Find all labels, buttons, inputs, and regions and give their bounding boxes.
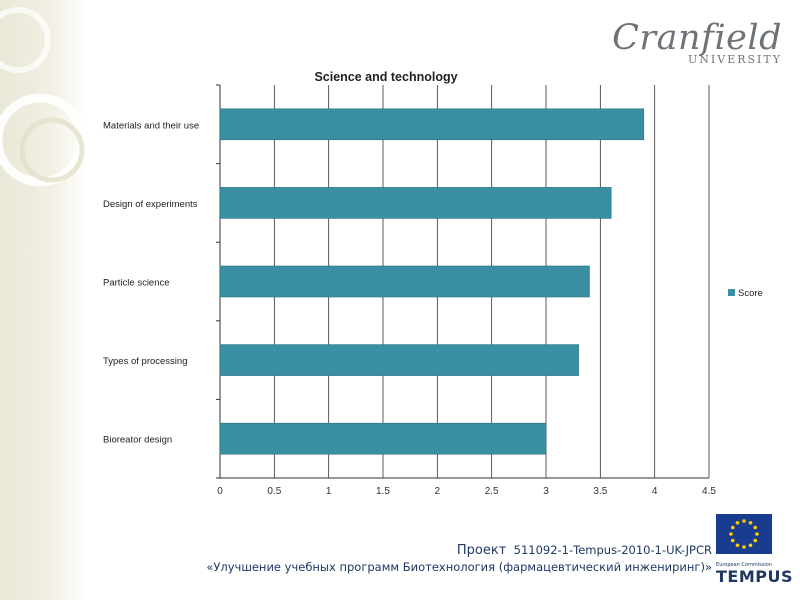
project-code: 511092-1-Tempus-2010-1-UK-JPCR <box>513 543 712 557</box>
tempus-caption: European Commission <box>716 562 772 568</box>
bar <box>219 187 612 219</box>
x-tick-label: 2 <box>435 486 441 497</box>
project-label: Проект <box>456 543 507 558</box>
eu-star-icon <box>748 543 753 548</box>
bar <box>219 422 547 455</box>
chart-title: Science and technology <box>314 70 457 84</box>
x-tick-label: 1 <box>326 486 332 497</box>
category-label: Materials and their use <box>103 120 199 131</box>
tempus-name: TEMPUS <box>716 567 794 586</box>
tempus-logo: European Commission TEMPUS <box>716 514 794 590</box>
legend-label: Score <box>738 288 763 299</box>
eu-star-icon <box>755 532 759 536</box>
footer-project-line: Проект 511092-1-Tempus-2010-1-UK-JPCR <box>206 542 712 559</box>
cranfield-logo: Cranfield UNIVERSITY <box>612 20 782 66</box>
logo-sub-text: UNIVERSITY <box>688 53 782 66</box>
x-tick-label: 0.5 <box>267 486 281 497</box>
x-tick-label: 4 <box>652 486 658 497</box>
eu-star-icon <box>729 532 733 536</box>
eu-star-icon <box>753 525 758 530</box>
bar <box>219 108 645 141</box>
eu-star-icon <box>730 525 735 530</box>
category-label: Types of processing <box>103 356 188 367</box>
eu-star-icon <box>735 543 740 548</box>
eu-star-icon <box>730 538 735 543</box>
x-tick-label: 3.5 <box>593 486 607 497</box>
footer: Проект 511092-1-Tempus-2010-1-UK-JPCR «У… <box>206 542 712 576</box>
category-label: Design of experiments <box>103 199 198 210</box>
logo-main-text: Cranfield <box>612 18 782 58</box>
bar-chart: Science and technology 0 0.5 1 1.5 2 2.5 3 3.5 4 4… <box>103 70 763 497</box>
x-tick-label: 3 <box>543 486 549 497</box>
eu-star-icon <box>753 538 758 543</box>
x-tick-label: 0 <box>217 486 223 497</box>
eu-star-icon <box>742 545 746 549</box>
eu-star-icon <box>742 519 746 523</box>
bar <box>219 344 579 376</box>
eu-flag-icon <box>716 514 772 554</box>
category-label: Particle science <box>103 278 170 289</box>
category-label: Bioreator design <box>103 435 172 446</box>
x-tick-label: 1.5 <box>376 486 390 497</box>
x-tick-label: 4.5 <box>702 486 716 497</box>
bar <box>219 265 590 298</box>
eu-star-icon <box>735 520 740 525</box>
project-subtitle: «Улучшение учебных программ Биотехнологи… <box>206 560 712 574</box>
x-tick-label: 2.5 <box>485 486 499 497</box>
legend-swatch <box>728 289 735 296</box>
eu-star-icon <box>748 520 753 525</box>
decorative-rings <box>0 7 87 187</box>
